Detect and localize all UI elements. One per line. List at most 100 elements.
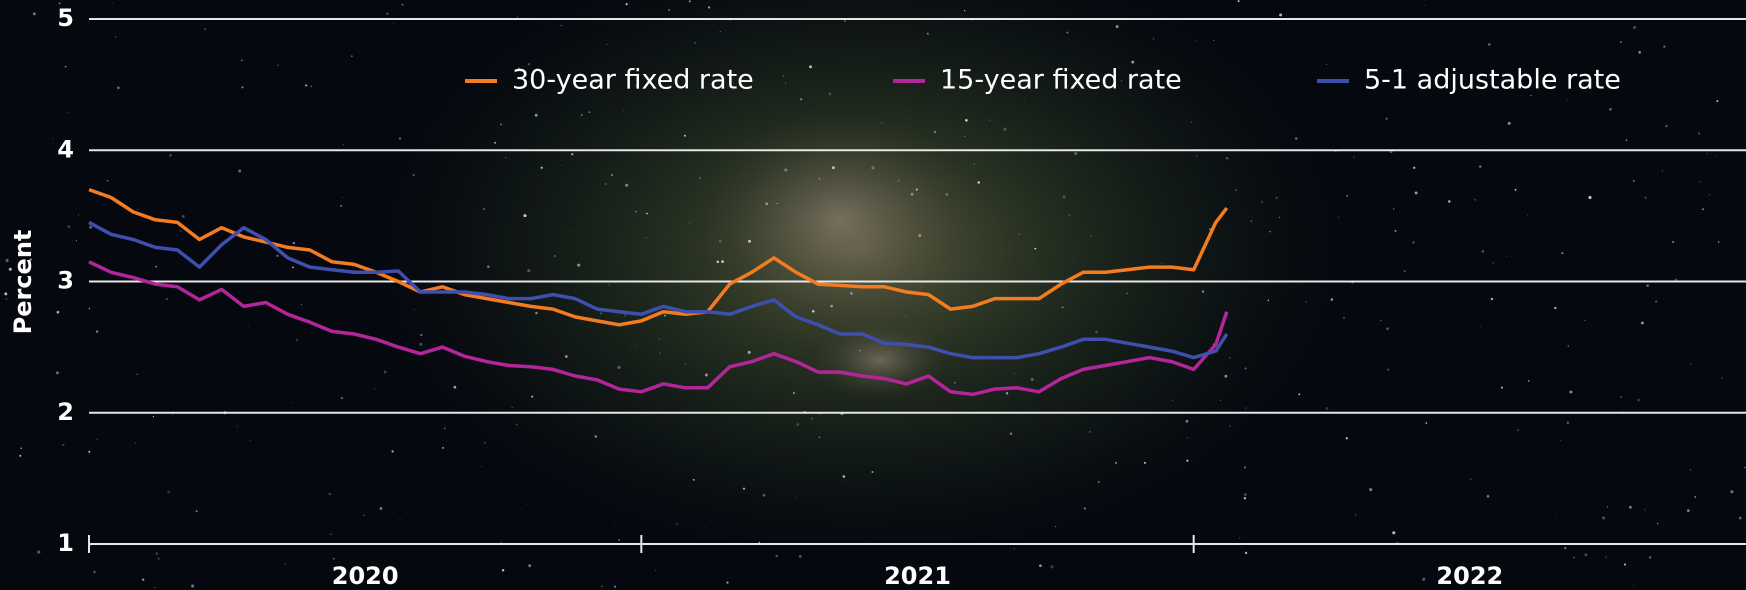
star [1412, 241, 1415, 244]
star [1243, 493, 1247, 496]
star [62, 443, 65, 447]
star [1345, 437, 1348, 440]
star [613, 521, 615, 523]
star [1034, 247, 1037, 250]
star [1697, 132, 1701, 135]
star [1566, 99, 1568, 101]
star [1243, 497, 1247, 500]
star [67, 112, 69, 114]
star [333, 558, 335, 560]
star [1624, 563, 1626, 566]
star [413, 308, 415, 311]
star [1393, 208, 1395, 210]
star [1425, 422, 1428, 424]
legend-label: 15-year fixed rate [940, 65, 1182, 96]
star [342, 144, 344, 146]
star [32, 12, 36, 16]
star [1305, 301, 1307, 303]
star [622, 110, 624, 111]
star [635, 210, 637, 213]
star [1663, 45, 1666, 48]
star [277, 64, 279, 66]
star [623, 314, 627, 317]
star [96, 438, 98, 440]
star [989, 119, 991, 121]
star [89, 225, 93, 229]
star [729, 20, 731, 22]
star [1275, 196, 1278, 199]
star [570, 231, 571, 232]
star [1643, 508, 1646, 511]
star [964, 135, 966, 137]
star [1074, 152, 1078, 156]
star [1325, 407, 1329, 410]
star [179, 230, 182, 233]
star [20, 447, 22, 449]
star [1701, 208, 1704, 211]
star [1161, 262, 1163, 264]
star [1448, 200, 1451, 203]
star [1278, 216, 1281, 219]
star [1023, 98, 1025, 100]
x-tick-label: 2020 [332, 562, 399, 590]
star [1229, 425, 1231, 427]
star [1561, 252, 1564, 255]
star [295, 338, 299, 342]
star [1172, 399, 1174, 401]
star [560, 24, 562, 27]
star [765, 202, 769, 206]
star [1355, 514, 1357, 516]
star [1152, 38, 1155, 40]
star [191, 584, 195, 588]
star [850, 292, 853, 295]
star [379, 507, 383, 510]
star [1569, 390, 1573, 394]
star [658, 338, 660, 340]
star [1343, 317, 1345, 319]
star [721, 260, 724, 263]
star [1095, 330, 1098, 334]
star [881, 122, 883, 124]
star [618, 539, 620, 541]
star [534, 113, 538, 117]
star [594, 435, 598, 438]
star [137, 208, 139, 211]
star [1453, 81, 1455, 83]
star [1492, 262, 1494, 264]
star [718, 239, 722, 243]
star [1706, 525, 1707, 526]
star [1646, 284, 1649, 287]
star [1625, 139, 1628, 141]
star [169, 153, 172, 157]
star [1385, 117, 1388, 120]
star [683, 134, 687, 137]
star [95, 330, 99, 333]
star [1527, 380, 1530, 382]
star [540, 166, 543, 169]
star [236, 425, 238, 427]
star [111, 2, 113, 4]
star [1744, 466, 1746, 469]
star [75, 240, 77, 242]
star [973, 163, 975, 165]
star [782, 75, 785, 77]
star [267, 561, 269, 563]
star [310, 85, 313, 88]
star [1640, 321, 1644, 325]
star [64, 65, 67, 68]
star [629, 350, 631, 351]
star [1672, 240, 1675, 243]
star [1717, 241, 1720, 243]
star [1115, 25, 1119, 29]
star [1247, 23, 1249, 25]
star [977, 181, 980, 184]
star [167, 490, 171, 494]
star [93, 570, 96, 574]
star [1689, 468, 1692, 471]
star [762, 493, 766, 497]
star [1190, 121, 1193, 123]
star [1267, 299, 1270, 302]
star [693, 41, 697, 45]
star [1244, 367, 1247, 370]
star [292, 241, 296, 245]
